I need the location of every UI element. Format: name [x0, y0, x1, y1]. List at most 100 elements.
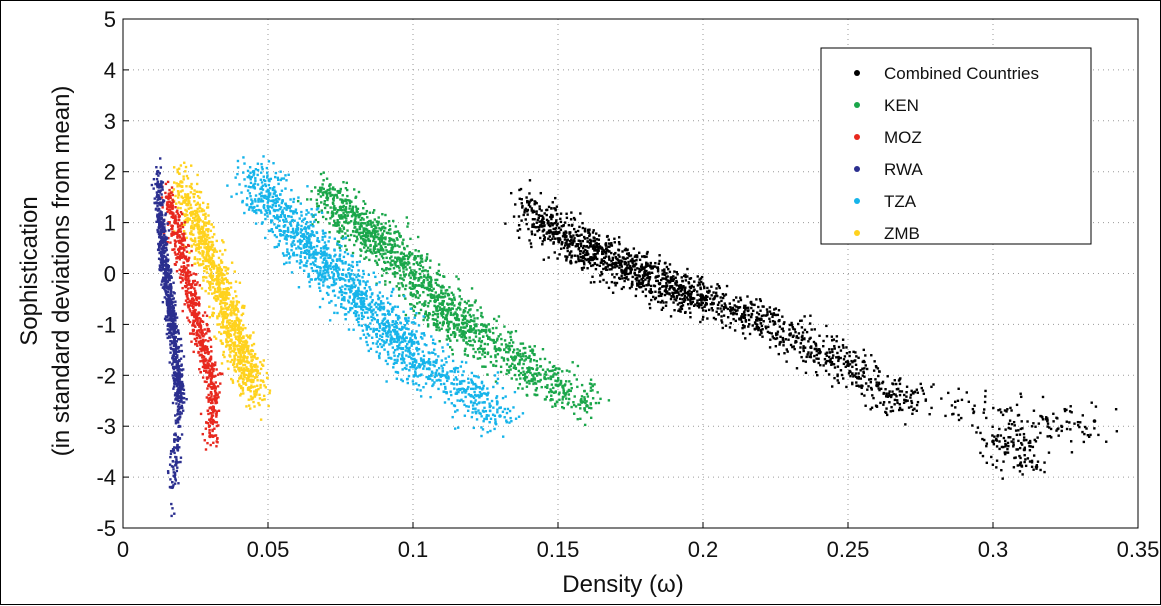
point-ken — [527, 368, 531, 372]
point-combined-countries — [629, 267, 633, 271]
point-moz — [202, 348, 206, 352]
y-tick-label: -2 — [96, 363, 116, 388]
legend-marker — [854, 102, 860, 108]
point-zmb — [226, 307, 230, 311]
x-tick-label: 0.35 — [1117, 537, 1160, 562]
point-ken — [498, 348, 502, 352]
point-tza — [324, 262, 328, 266]
point-tza — [310, 246, 314, 250]
x-tick-label: 0.15 — [537, 537, 580, 562]
point-tza — [368, 307, 372, 311]
legend-marker — [854, 198, 860, 204]
point-combined-countries — [701, 297, 705, 301]
legend-marker — [854, 134, 860, 140]
point-combined-countries — [600, 246, 604, 250]
y-tick-label: 1 — [104, 211, 116, 236]
point-combined-countries — [643, 272, 647, 276]
point-rwa — [168, 297, 172, 301]
point-combined-countries — [1035, 465, 1039, 469]
point-combined-countries — [658, 282, 662, 286]
y-tick-label: -1 — [96, 312, 116, 337]
y-axis-label-line1: Sophistication — [16, 196, 43, 345]
point-combined-countries — [991, 440, 995, 444]
point-rwa — [171, 323, 175, 327]
legend-label: RWA — [884, 160, 923, 179]
point-tza — [281, 211, 285, 215]
y-tick-label: 0 — [104, 262, 116, 287]
point-tza — [469, 394, 473, 398]
legend-marker — [854, 166, 860, 172]
point-combined-countries — [672, 287, 676, 291]
legend-marker — [854, 230, 860, 236]
point-tza — [498, 414, 502, 418]
point-combined-countries — [571, 241, 575, 245]
point-tza — [339, 277, 343, 281]
point-moz — [208, 435, 212, 439]
point-combined-countries — [585, 251, 589, 255]
point-zmb — [231, 328, 235, 332]
point-combined-countries — [614, 262, 618, 266]
point-tza — [411, 353, 415, 357]
point-ken — [556, 384, 560, 388]
point-combined-countries — [788, 333, 792, 337]
point-tza — [266, 195, 270, 199]
x-tick-label: 0.25 — [827, 537, 870, 562]
point-combined-countries — [542, 221, 546, 225]
point-ken — [368, 231, 372, 235]
point-rwa — [179, 399, 183, 403]
point-tza — [382, 323, 386, 327]
point-zmb — [255, 389, 259, 393]
point-zmb — [208, 256, 212, 260]
point-tza — [440, 374, 444, 378]
point-moz — [173, 221, 177, 225]
point-ken — [397, 256, 401, 260]
point-zmb — [179, 180, 183, 184]
y-axis-label-line2: (in standard deviations from mean) — [48, 86, 75, 457]
point-combined-countries — [759, 318, 763, 322]
x-tick-label: 0.2 — [688, 537, 719, 562]
point-zmb — [237, 348, 241, 352]
point-rwa — [165, 272, 169, 276]
point-ken — [585, 404, 589, 408]
point-tza — [397, 338, 401, 342]
point-moz — [165, 195, 169, 199]
legend-label: TZA — [884, 192, 917, 211]
point-combined-countries — [904, 399, 908, 403]
point-ken — [353, 221, 357, 225]
y-tick-label: 5 — [104, 7, 116, 32]
y-tick-label: 4 — [104, 58, 116, 83]
point-combined-countries — [556, 231, 560, 235]
point-tza — [353, 292, 357, 296]
point-combined-countries — [687, 292, 691, 296]
point-moz — [179, 246, 183, 250]
point-ken — [426, 287, 430, 291]
point-combined-countries — [1093, 419, 1097, 423]
point-ken — [455, 318, 459, 322]
legend-label: Combined Countries — [884, 64, 1039, 83]
point-rwa — [173, 348, 177, 352]
y-tick-label: -3 — [96, 414, 116, 439]
x-tick-label: 0 — [117, 537, 129, 562]
point-zmb — [217, 282, 221, 286]
x-axis-label: Density (ω) — [562, 571, 683, 598]
y-tick-label: -4 — [96, 465, 116, 490]
point-rwa — [159, 221, 163, 225]
point-ken — [382, 241, 386, 245]
legend-label: ZMB — [884, 224, 920, 243]
point-ken — [411, 272, 415, 276]
x-tick-label: 0.3 — [978, 537, 1009, 562]
point-ken — [324, 190, 328, 194]
point-ken — [339, 206, 343, 210]
point-combined-countries — [875, 384, 879, 388]
point-combined-countries — [817, 348, 821, 352]
point-rwa — [162, 246, 166, 250]
point-moz — [208, 374, 212, 378]
point-zmb — [200, 231, 204, 235]
point-zmb — [246, 368, 250, 372]
legend-label: MOZ — [884, 128, 922, 147]
point-tza — [252, 170, 256, 174]
point-tza — [295, 231, 299, 235]
x-tick-label: 0.1 — [398, 537, 429, 562]
